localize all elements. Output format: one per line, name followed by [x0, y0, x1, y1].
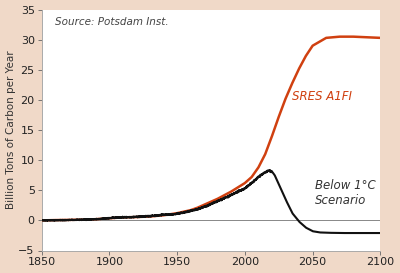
Text: Below 1°C
Scenario: Below 1°C Scenario [315, 179, 376, 207]
Text: SRES A1FI: SRES A1FI [292, 90, 352, 103]
Text: Source: Potsdam Inst.: Source: Potsdam Inst. [55, 17, 169, 27]
Y-axis label: Billion Tons of Carbon per Year: Billion Tons of Carbon per Year [6, 51, 16, 209]
